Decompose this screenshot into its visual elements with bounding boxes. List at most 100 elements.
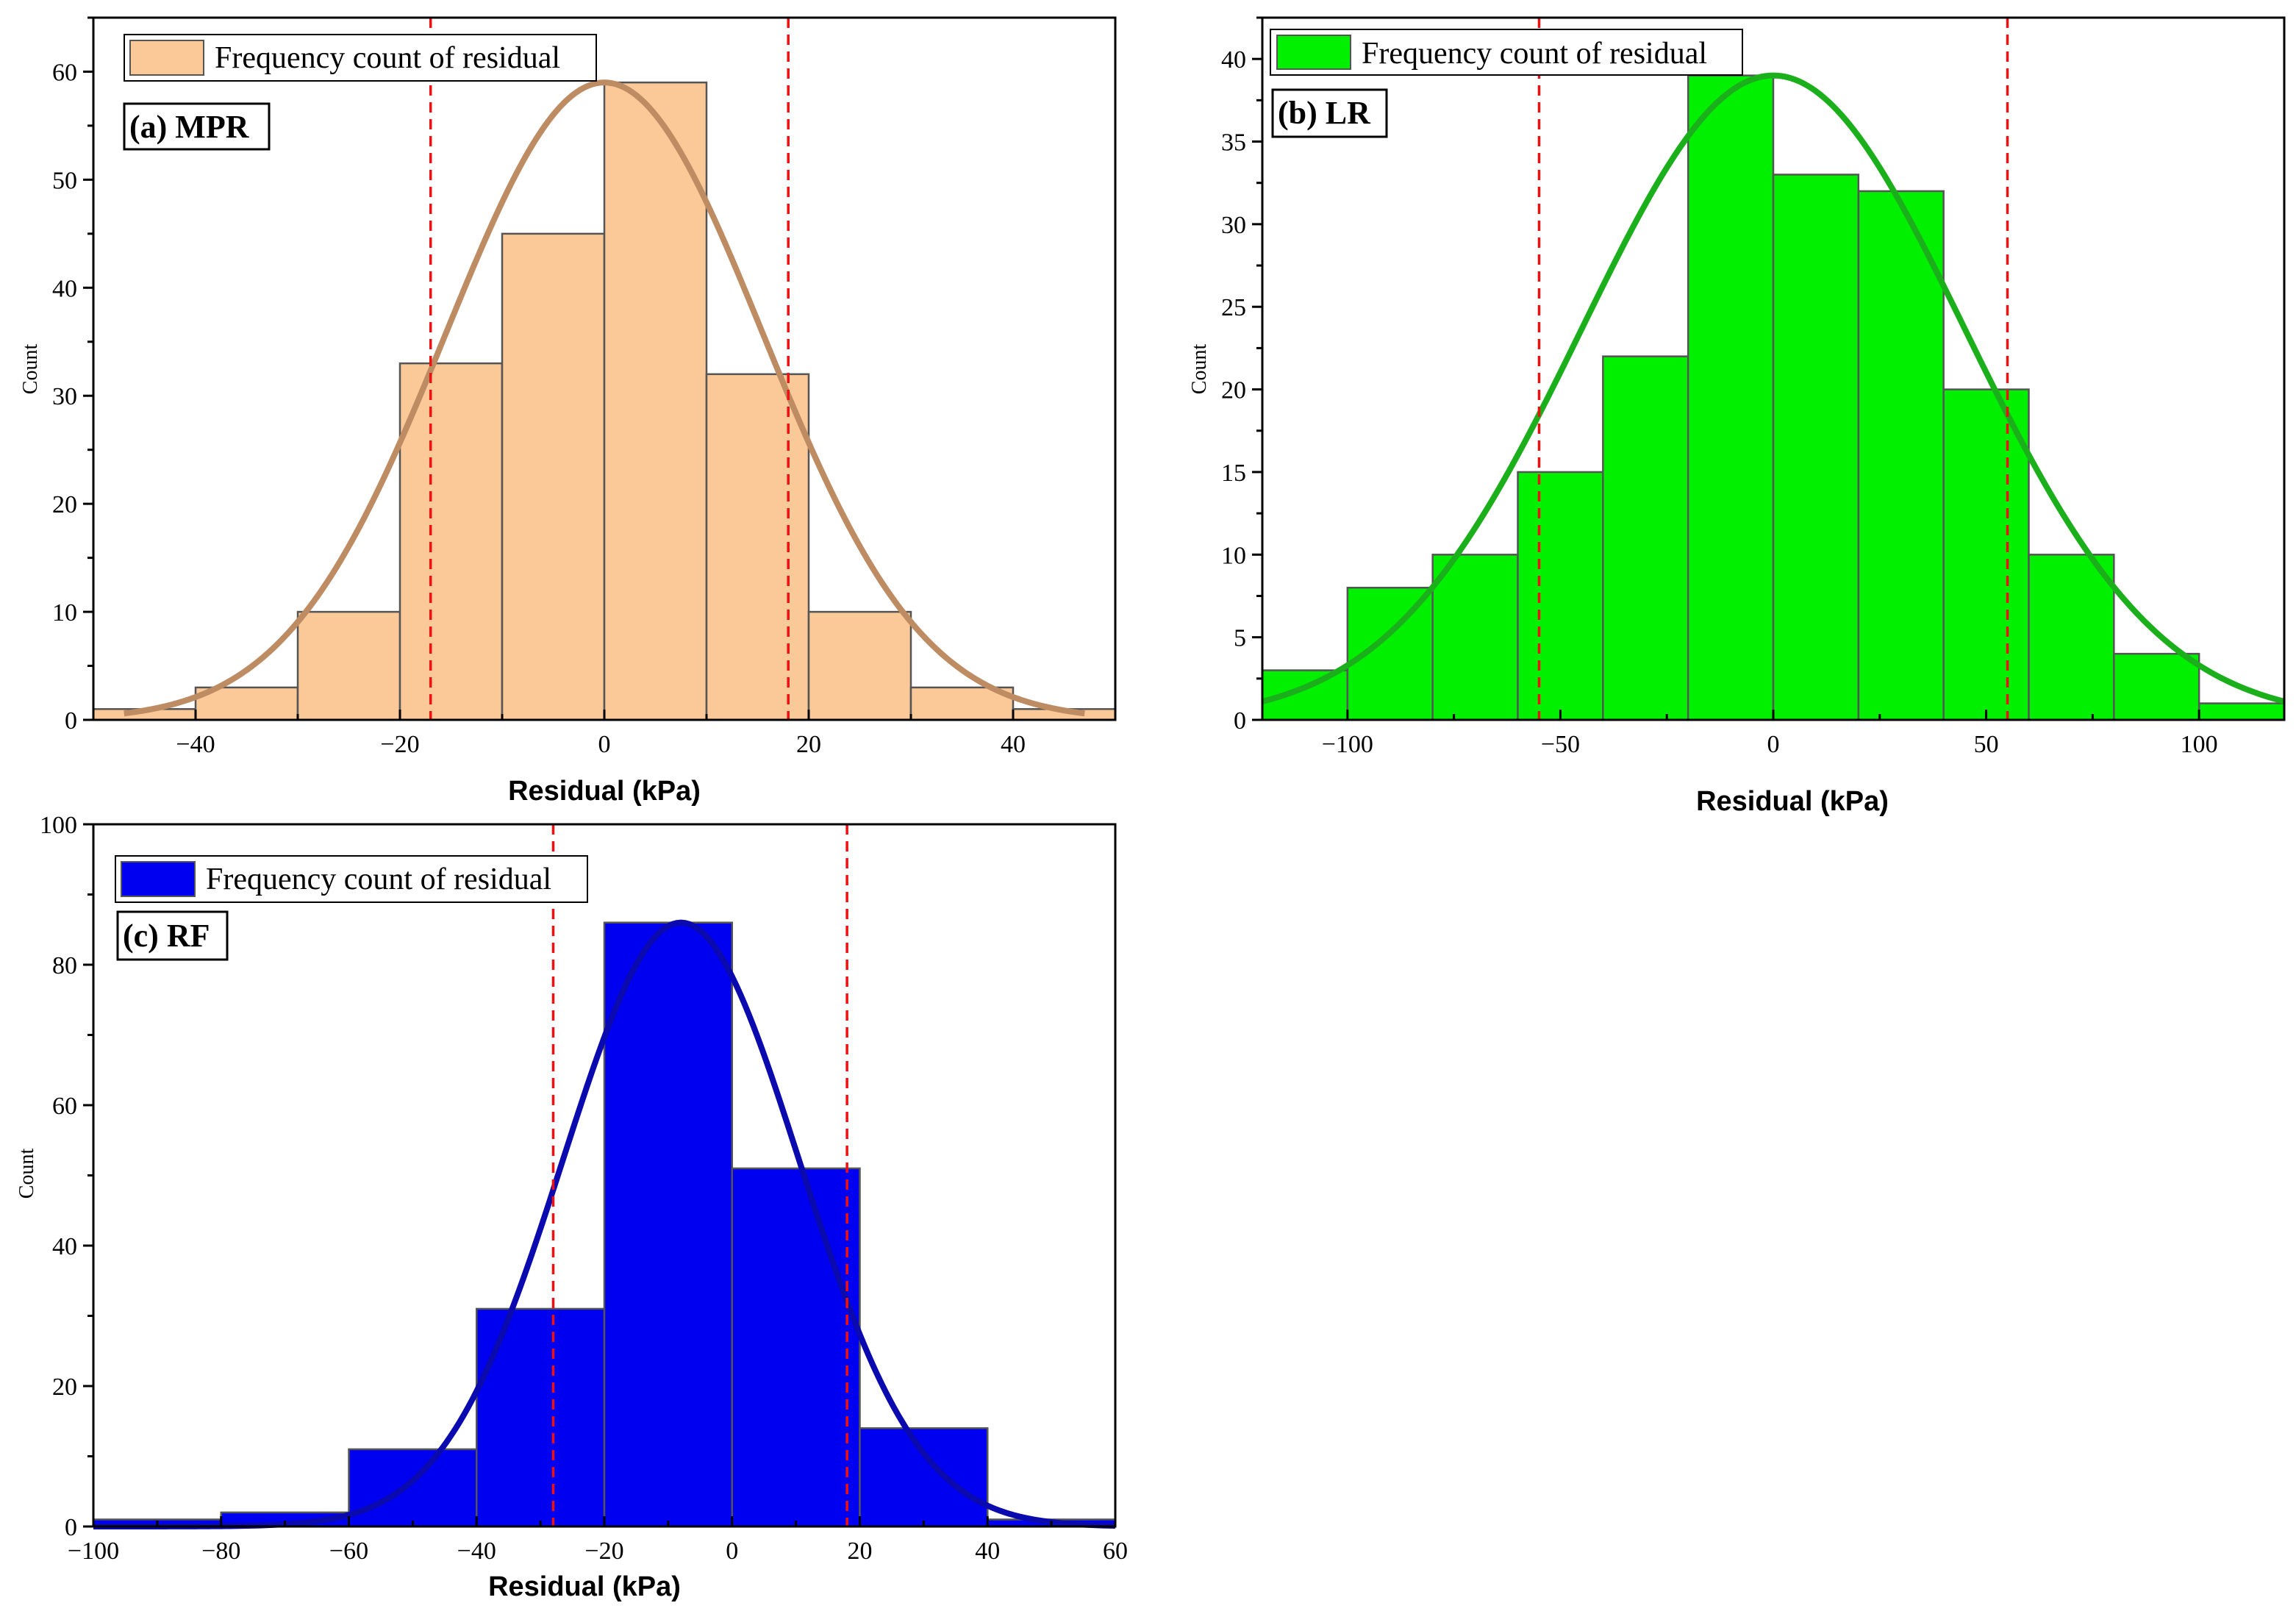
- panel-a-y-tick-label: 10: [52, 599, 77, 626]
- panel-a-tag: (a) MPR: [123, 102, 271, 151]
- panel-b-y-tick-label: 40: [1221, 46, 1246, 74]
- panel-b-legend-label: Frequency count of residual: [1362, 37, 1707, 71]
- panel-b-legend-swatch: [1276, 35, 1351, 70]
- panel-b-x-tick-label: 0: [1767, 731, 1780, 758]
- panel-b-y-ticks: 0 5 10 15 20 25 30 35 40: [1221, 16, 1262, 735]
- panel-b: −100 −50 0 50 100 0 5 10 15 20 25 30 35 40 Residual …: [1188, 16, 2286, 817]
- panel-b-x-tick-label: 100: [2181, 731, 2218, 758]
- panel-c-bar: [603, 921, 733, 1528]
- panel-a-y-tick-label: 50: [52, 167, 77, 194]
- panel-b-x-tick-label: −50: [1541, 731, 1580, 758]
- panel-c-reference-lines: [551, 824, 848, 1526]
- panel-a-bars: [92, 81, 1117, 721]
- panel-a-bar: [705, 373, 810, 721]
- panel-a-bar: [603, 81, 708, 721]
- panel-c-y-tick-label: 80: [52, 952, 77, 979]
- panel-a-tag-box: [123, 102, 271, 151]
- panel-a-x-tick-label: −40: [176, 731, 215, 758]
- panel-a-y-tick-label: 0: [65, 707, 77, 735]
- panel-a-bar: [807, 610, 912, 721]
- panel-b-bar: [1857, 190, 1945, 721]
- panel-c-bar: [859, 1427, 989, 1528]
- panel-b-bar: [1687, 74, 1775, 721]
- panel-b-x-tick-label: 50: [1974, 731, 1999, 758]
- panel-b-tag-label: (b) LR: [1278, 95, 1371, 131]
- panel-b-tag-box: [1271, 88, 1388, 138]
- panel-b-bar: [2197, 702, 2286, 721]
- panel-c-x-tick-label: −40: [457, 1538, 496, 1565]
- panel-c: −100 −80 −60 −40 −20 0 20 40 60 0 20 40 60 80 100 Res…: [15, 812, 1128, 1602]
- panel-c-legend-label: Frequency count of residual: [206, 863, 551, 896]
- panel-c-x-tick-label: 0: [726, 1538, 738, 1565]
- panel-c-tag-label: (c) RF: [123, 918, 210, 954]
- panel-b-bar: [2028, 554, 2115, 721]
- panel-a-x-ticks: −40 −20 0 20 40: [92, 710, 1117, 758]
- panel-c-x-tick-label: −60: [329, 1538, 368, 1565]
- panel-c-y-tick-label: 60: [52, 1093, 77, 1120]
- panel-a-x-tick-label: −20: [380, 731, 419, 758]
- panel-c-bar: [731, 1167, 861, 1528]
- panel-a-y-ticks: 0 10 20 30 40 50 60: [52, 16, 93, 735]
- panel-c-bar: [476, 1307, 606, 1528]
- panel-c-x-tick-label: 20: [848, 1538, 873, 1565]
- panel-c-x-tick-label: −20: [584, 1538, 623, 1565]
- panel-a-y-axis-title: Count: [19, 344, 42, 395]
- panel-b-x-axis-title: Residual (kPa): [1696, 786, 1889, 817]
- panel-c-y-ticks: 0 20 40 60 80 100: [40, 812, 93, 1541]
- panel-b-reference-lines: [1537, 18, 2009, 720]
- panel-c-x-tick-label: 40: [975, 1538, 1000, 1565]
- panel-b-y-tick-label: 30: [1221, 212, 1246, 239]
- panel-b-y-axis-title: Count: [1188, 344, 1211, 395]
- panel-c-x-ticks: −100 −80 −60 −40 −20 0 20 40 60: [68, 1516, 1128, 1565]
- panel-b-bar: [1942, 388, 2030, 721]
- panel-a-bar: [398, 362, 504, 721]
- panel-a-y-tick-label: 30: [52, 383, 77, 410]
- panel-b-x-ticks: −100 −50 0 50 100: [1322, 710, 2218, 758]
- panel-a-x-axis-title: Residual (kPa): [508, 776, 701, 807]
- panel-b-y-tick-label: 35: [1221, 129, 1246, 157]
- panel-a-legend-label: Frequency count of residual: [215, 41, 560, 75]
- panel-c-legend-swatch: [121, 861, 196, 897]
- panel-b-bar: [1602, 355, 1689, 721]
- panel-a-bar: [296, 610, 401, 721]
- panel-a-y-tick-label: 60: [52, 59, 77, 86]
- panel-a-y-tick-label: 20: [52, 491, 77, 518]
- panel-b-fit-curve: [1261, 72, 2286, 704]
- panel-b-y-tick-label: 15: [1221, 460, 1246, 487]
- panel-b-y-tick-label: 25: [1221, 294, 1246, 321]
- panel-a-legend: Frequency count of residual: [124, 34, 597, 82]
- panel-a-bar: [501, 232, 606, 721]
- panel-a-x-tick-label: 0: [598, 731, 611, 758]
- panel-a-legend-swatch: [129, 40, 204, 76]
- panel-b-bar: [1431, 554, 1519, 721]
- panel-c-legend: Frequency count of residual: [115, 855, 588, 903]
- panel-c-x-tick-label: −80: [201, 1538, 240, 1565]
- panel-a-fit-curve-layer: [124, 79, 1085, 717]
- panel-c-tag: (c) RF: [116, 910, 229, 961]
- panel-a: −40 −20 0 20 40 0 10 20 30 40 50 60 Residual (kPa)…: [19, 16, 1117, 807]
- panel-c-fit-curve-layer: [93, 919, 1116, 1529]
- panel-b-y-tick-label: 20: [1221, 377, 1246, 404]
- panel-c-y-tick-label: 40: [52, 1233, 77, 1260]
- panel-b-bar: [2113, 652, 2200, 721]
- panel-a-x-tick-label: 40: [1001, 731, 1026, 758]
- panel-c-y-tick-label: 100: [40, 812, 77, 839]
- panel-b-y-tick-label: 0: [1234, 707, 1246, 735]
- panel-b-legend: Frequency count of residual: [1270, 29, 1743, 76]
- panel-b-fit-curve-layer: [1261, 72, 2286, 704]
- panel-c-fit-curve: [93, 919, 1116, 1529]
- panel-b-tag: (b) LR: [1271, 88, 1388, 138]
- panel-c-y-axis-title: Count: [15, 1149, 38, 1199]
- panel-b-bar: [1517, 471, 1604, 721]
- panel-a-tag-label: (a) MPR: [129, 109, 250, 145]
- panel-c-x-axis-title: Residual (kPa): [488, 1571, 681, 1602]
- panel-a-fit-curve: [124, 79, 1085, 717]
- panel-c-x-tick-label: 60: [1103, 1538, 1128, 1565]
- panel-a-y-tick-label: 40: [52, 275, 77, 302]
- panel-a-reference-lines: [429, 18, 790, 720]
- panel-c-bar: [348, 1448, 478, 1528]
- panel-c-tag-box: [116, 910, 229, 961]
- panel-c-x-tick-label: −100: [68, 1538, 119, 1565]
